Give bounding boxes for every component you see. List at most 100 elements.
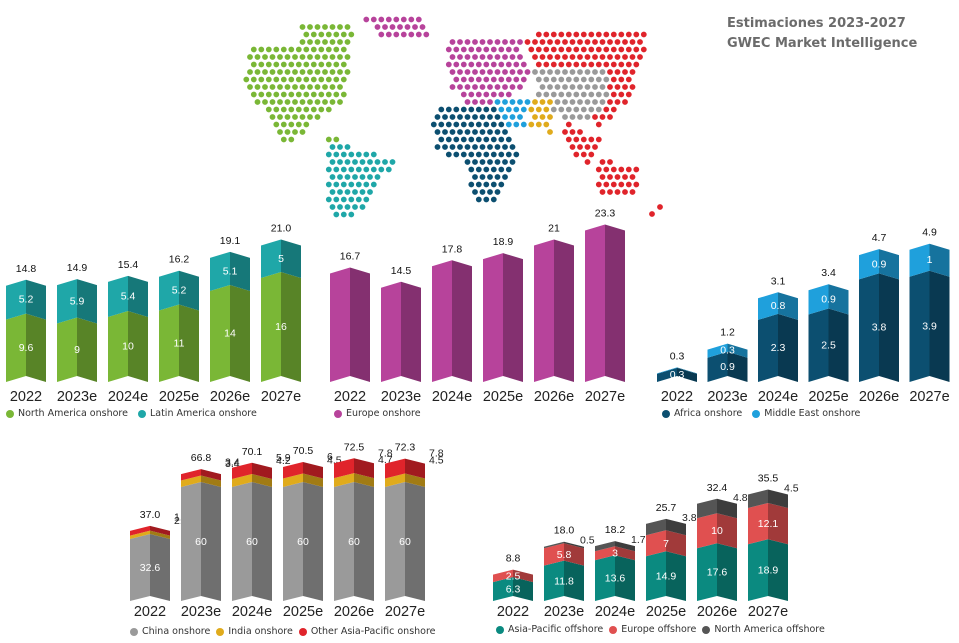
map-dot: [494, 54, 501, 60]
map-dot: [370, 16, 377, 23]
map-dot: [479, 84, 486, 90]
map-dot: [625, 31, 632, 38]
map-dot: [468, 76, 475, 83]
segment-label: 4.2: [276, 455, 291, 467]
map-dot: [363, 16, 370, 23]
map-dot: [573, 31, 580, 38]
segment-label: 0.9: [821, 293, 836, 305]
map-dot: [599, 39, 606, 45]
category-label: 2022: [134, 604, 166, 620]
category-label: 2026e: [210, 389, 250, 405]
category-label: 2024e: [432, 389, 472, 405]
map-dot: [325, 196, 332, 203]
map-dot: [610, 61, 617, 68]
bar-segment-north-america-offshore-left: [595, 541, 615, 552]
map-dot: [614, 84, 621, 90]
map-dot: [277, 54, 283, 60]
map-dot: [565, 61, 572, 68]
map-dot: [374, 24, 381, 30]
bar-segment-asia-pacific-offshore-left: [646, 551, 666, 601]
map-dot: [554, 69, 561, 75]
map-dot: [502, 159, 508, 165]
bar-segment-asia-pacific-offshore-right: [666, 551, 686, 601]
legend-item: Middle East onshore: [752, 408, 860, 419]
map-dot: [284, 99, 291, 105]
map-dot: [595, 181, 602, 188]
category-label: 2024e: [758, 389, 798, 405]
map-dot: [498, 121, 505, 128]
map-dot: [562, 84, 568, 90]
map-dot: [449, 39, 456, 45]
map-dot: [550, 31, 557, 38]
map-dot: [509, 84, 516, 90]
bar-segment-other-asia-pacific-onshore-right: [405, 458, 425, 479]
map-dot: [498, 166, 505, 173]
map-dot: [367, 174, 373, 180]
map-dot: [625, 181, 632, 188]
category-label: 2025e: [808, 389, 848, 405]
map-dot: [258, 76, 265, 83]
bar-segment-middle-east-onshore-right: [879, 249, 899, 280]
map-dot: [445, 151, 452, 158]
map-dot: [633, 31, 640, 38]
bar-segment-africa-onshore-left: [758, 313, 778, 382]
map-dot: [629, 84, 636, 90]
map-dot: [584, 159, 591, 165]
map-dot: [603, 91, 610, 98]
map-dot: [430, 121, 437, 128]
map-dot: [265, 76, 272, 83]
map-dot: [468, 166, 475, 173]
bar-2023e: 0.9 0.3 1.2 2023e: [707, 327, 747, 405]
map-dot: [472, 159, 478, 165]
bar-2022: 0.3 0.3 2022: [657, 350, 697, 405]
map-dot: [329, 24, 336, 30]
bar-segment-europe-onshore-right: [401, 281, 421, 382]
map-dot: [333, 151, 340, 158]
map-dot: [460, 136, 467, 143]
bar-segment-china-onshore-left: [130, 534, 150, 601]
segment-label: 1: [927, 254, 933, 266]
bar-segment-other-asia-pacific-onshore-left: [334, 458, 354, 479]
legend-dot-na-offshore: [702, 625, 711, 634]
map-dot: [329, 99, 336, 105]
map-dot: [607, 114, 613, 120]
map-dot: [475, 181, 482, 188]
bar-segment-asia-pacific-offshore-left: [595, 555, 615, 601]
bar-segment-africa-onshore-right: [828, 308, 849, 382]
map-dot: [333, 76, 340, 83]
total-label: 4.9: [922, 227, 937, 239]
map-dot: [292, 69, 298, 75]
map-dot: [303, 31, 310, 38]
legend-item: Other Asia-Pacific onshore: [298, 626, 436, 637]
map-dot: [344, 144, 351, 150]
map-dot: [449, 54, 456, 60]
segment-label: 3.8: [682, 512, 697, 524]
bar-2026e: 17.6 10 4.8 32.4 2026e: [697, 482, 748, 620]
map-dot: [310, 91, 317, 98]
map-dot: [543, 91, 550, 98]
map-dot: [573, 106, 580, 113]
bar-segment-africa-onshore-left: [707, 351, 728, 382]
bar-segment-north-america-onshore-right: [77, 317, 97, 382]
map-dot: [348, 151, 355, 158]
bar-2025e: 18.9 2025e: [483, 236, 523, 405]
map-dot: [329, 69, 336, 75]
map-dot: [487, 189, 493, 195]
map-dot: [498, 76, 505, 83]
map-dot: [337, 99, 343, 105]
category-label: 2027e: [261, 389, 301, 405]
total-label: 1.2: [720, 327, 735, 339]
map-dot: [595, 76, 602, 83]
map-dot: [573, 151, 580, 158]
map-dot: [348, 196, 355, 203]
map-dot: [535, 76, 542, 83]
map-dot: [464, 39, 471, 45]
bar-segment-latin-america-onshore-right: [230, 251, 250, 291]
bar-segment-north-america-offshore-right: [768, 489, 788, 508]
bar-segment-africa-onshore-right: [727, 351, 748, 382]
bar-segment-china-onshore-left: [232, 482, 252, 601]
map-dot: [273, 46, 280, 53]
legend-label: Africa onshore: [674, 408, 743, 419]
map-dot: [588, 136, 595, 143]
